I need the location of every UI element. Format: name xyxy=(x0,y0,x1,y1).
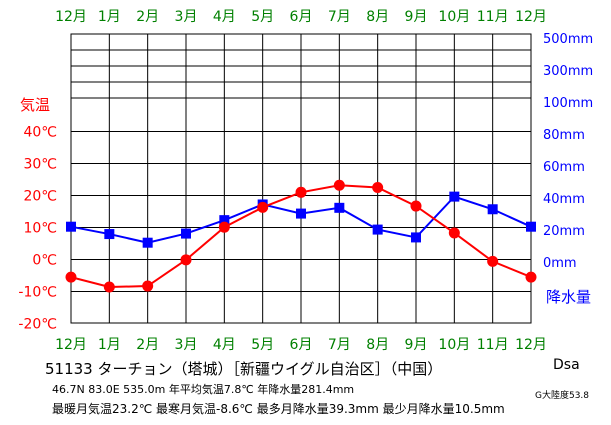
month-label-bottom: 6月 xyxy=(290,337,313,353)
temperature-point xyxy=(65,271,77,283)
precipitation-tick: 100mm xyxy=(543,96,593,111)
precipitation-point xyxy=(296,208,306,219)
climate-chart: 12月 1月 2月 3月 4月 5月 6月 7月 8月 9月 10月 11月 12月 12月 1月 2月 3月… xyxy=(18,9,593,353)
precipitation-tick: 20mm xyxy=(543,224,585,239)
month-label-bottom: 10月 xyxy=(438,337,470,353)
month-label-top: 1月 xyxy=(98,9,121,25)
temperature-point xyxy=(487,255,499,267)
temperature-tick: -10℃ xyxy=(18,285,57,301)
precipitation-point xyxy=(411,232,421,243)
bottom-month-labels: 12月 1月 2月 3月 4月 5月 6月 7月 8月 9月 10月 11月 12月 xyxy=(55,337,547,353)
temperature-point xyxy=(218,221,230,233)
month-label-bottom: 3月 xyxy=(175,337,198,353)
top-month-labels: 12月 1月 2月 3月 4月 5月 6月 7月 8月 9月 10月 11月 12月 xyxy=(55,9,547,25)
precipitation-axis: 降水量 500mm 300mm 100mm 80mm 60mm 40mm 20mm 0mm xyxy=(543,32,593,306)
precipitation-tick: 300mm xyxy=(543,64,593,79)
precipitation-tick: 0mm xyxy=(543,256,577,271)
precipitation-point xyxy=(449,191,460,202)
temperature-point xyxy=(448,227,460,239)
precipitation-tick: 500mm xyxy=(543,32,593,47)
temperature-point xyxy=(525,271,537,283)
month-label-top: 10月 xyxy=(438,9,470,25)
temperature-axis: 気温 40℃ 30℃ 20℃ 10℃ 0℃ -10℃ -20℃ xyxy=(18,96,57,333)
temperature-point xyxy=(372,182,384,193)
month-label-bottom: 9月 xyxy=(405,337,428,353)
month-label-top: 6月 xyxy=(290,9,313,25)
temperature-tick: 30℃ xyxy=(23,157,57,173)
precipitation-point xyxy=(487,204,498,215)
series xyxy=(65,179,537,293)
temperature-point xyxy=(295,186,307,198)
month-label-top: 2月 xyxy=(136,9,159,25)
month-label-bottom: 11月 xyxy=(477,337,509,353)
month-label-top: 7月 xyxy=(328,9,351,25)
precipitation-point xyxy=(142,237,153,248)
month-label-top: 4月 xyxy=(213,9,236,25)
temperature-tick: 40℃ xyxy=(23,125,57,141)
temperature-tick: 20℃ xyxy=(23,189,57,205)
temperature-point xyxy=(257,201,269,213)
climate-classification: Dsa xyxy=(553,357,580,373)
precipitation-tick: 80mm xyxy=(543,128,585,143)
month-label-top: 12月 xyxy=(55,9,87,25)
month-label-bottom: 7月 xyxy=(328,337,351,353)
month-label-bottom: 12月 xyxy=(515,337,547,353)
precipitation-point xyxy=(334,202,345,213)
temperature-point xyxy=(142,280,154,292)
temperature-point xyxy=(333,179,345,191)
temperature-point xyxy=(180,254,192,266)
precipitation-point xyxy=(372,224,383,235)
precipitation-axis-title: 降水量 xyxy=(546,288,591,306)
month-label-top: 3月 xyxy=(175,9,198,25)
station-stats-line1: 46.7N 83.0E 535.0m 年平均気温7.8℃ 年降水量281.4mm xyxy=(52,383,355,396)
month-label-bottom: 5月 xyxy=(251,337,274,353)
month-label-bottom: 4月 xyxy=(213,337,236,353)
continentality-index: G大陸度53.8 xyxy=(535,391,590,401)
temperature-tick: 0℃ xyxy=(32,253,57,269)
temperature-tick: 10℃ xyxy=(23,221,57,237)
temperature-tick: -20℃ xyxy=(18,317,57,333)
month-label-top: 12月 xyxy=(515,9,547,25)
temperature-point xyxy=(103,281,115,293)
temperature-axis-title: 気温 xyxy=(20,96,50,114)
precipitation-point xyxy=(66,221,76,232)
precipitation-point xyxy=(104,229,115,240)
precipitation-tick: 40mm xyxy=(543,192,585,207)
month-label-bottom: 8月 xyxy=(366,337,389,353)
precipitation-point xyxy=(181,228,191,239)
precipitation-point xyxy=(219,215,230,226)
precipitation-tick: 60mm xyxy=(543,160,585,175)
precipitation-point xyxy=(526,221,536,232)
station-stats-line2: 最暖月気温23.2℃ 最寒月気温-8.6℃ 最多月降水量39.3mm 最少月降水… xyxy=(52,402,505,416)
month-label-bottom: 1月 xyxy=(98,337,121,353)
month-label-top: 11月 xyxy=(477,9,509,25)
month-label-top: 8月 xyxy=(366,9,389,25)
month-label-top: 5月 xyxy=(251,9,274,25)
month-label-top: 9月 xyxy=(405,9,428,25)
temperature-point xyxy=(410,200,422,212)
station-name: 51133 ターチョン（塔城）［新疆ウイグル自治区］（中国） xyxy=(45,360,443,378)
grid xyxy=(70,33,532,324)
month-label-bottom: 2月 xyxy=(136,337,159,353)
month-label-bottom: 12月 xyxy=(55,337,87,353)
